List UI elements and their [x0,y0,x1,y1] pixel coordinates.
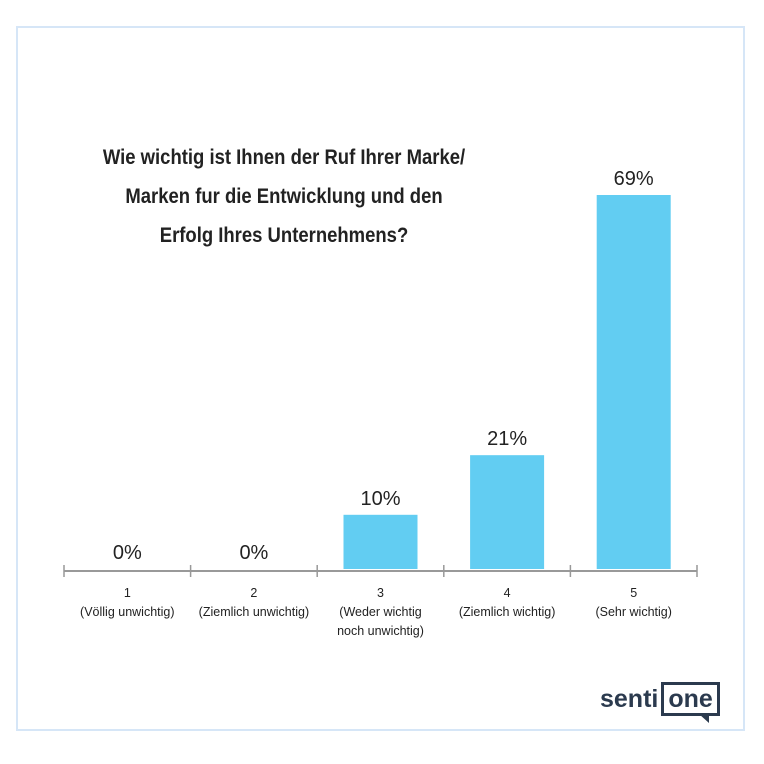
data-label: 10% [360,488,400,510]
chart-frame [16,26,745,731]
bar [343,514,418,569]
tick-label: 5 [630,586,637,600]
sentione-logo: senti one [600,682,720,723]
data-label: 69% [614,168,654,190]
data-label: 21% [487,428,527,450]
data-label: 0% [239,542,268,564]
bar [596,195,671,569]
logo-text-box: one [661,682,720,723]
tick-label: noch unwichtig) [337,624,424,638]
tick-label: 1 [124,586,131,600]
title-line: Erfolg Ihres Unternehmens? [159,224,409,247]
tick-label: (Sehr wichtig) [595,605,671,619]
chart-title: Wie wichtig ist Ihnen der Ruf Ihrer Mark… [73,138,495,255]
data-label: 0% [113,542,142,564]
bar [470,455,545,569]
logo-text: senti [600,684,659,713]
title-line: Wie wichtig ist Ihnen der Ruf Ihrer Mark… [102,146,466,169]
tick-label: 2 [250,586,257,600]
tick-label: (Ziemlich wichtig) [459,605,556,619]
tick-label: 4 [504,586,511,600]
tick-label: (Weder wichtig [339,605,421,619]
tick-label: (Ziemlich unwichtig) [199,605,309,619]
tick-label: 3 [377,586,384,600]
tick-label: (Völlig unwichtig) [80,605,174,619]
title-line: Marken fur die Entwicklung und den [125,185,443,208]
